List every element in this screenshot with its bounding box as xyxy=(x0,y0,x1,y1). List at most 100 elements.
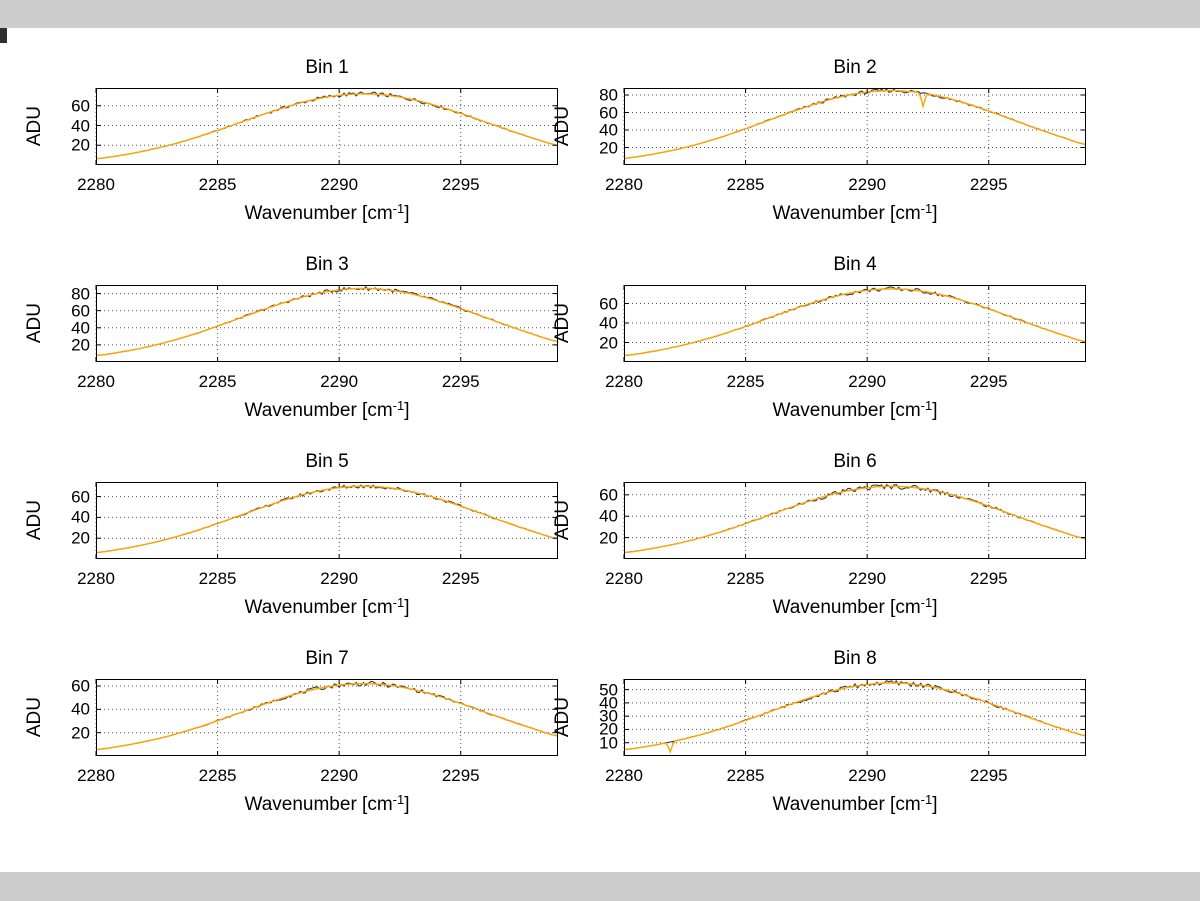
x-axis-label: Wavenumber [cm-1] xyxy=(96,398,558,422)
x-tick-label: 2290 xyxy=(848,175,887,194)
axis-border xyxy=(624,482,1086,559)
x-tick-label: 2285 xyxy=(198,766,237,785)
axis-border xyxy=(96,482,558,559)
x-tick-label: 2285 xyxy=(726,569,765,588)
axis-border xyxy=(624,285,1086,362)
x-axis-label-part: -1 xyxy=(392,792,405,807)
y-tick-label: 60 xyxy=(71,96,90,116)
x-tick-label: 2290 xyxy=(320,766,359,785)
x-axis-label-part: Wavenumber [cm xyxy=(244,794,393,815)
subplot-bin-8: Bin 8 ADU 10 20 30 40 50 2280 2285 2290 2295 Wavenu… xyxy=(552,648,1086,815)
y-axis-label-text: ADU xyxy=(552,303,573,344)
y-axis-label-text: ADU xyxy=(24,500,45,541)
plot-title: Bin 7 xyxy=(305,648,349,669)
x-tick-label: 2295 xyxy=(441,766,480,785)
x-tick-label: 2285 xyxy=(726,175,765,194)
x-axis-label-part: ] xyxy=(404,794,410,815)
measured-series xyxy=(624,680,1086,751)
corner-mark xyxy=(0,28,7,43)
x-tick-label: 2285 xyxy=(198,569,237,588)
x-axis-label-part: -1 xyxy=(920,792,933,807)
series-group xyxy=(96,484,558,554)
series-group xyxy=(624,483,1086,554)
x-tick-label: 2290 xyxy=(848,766,887,785)
y-tick-label: 20 xyxy=(71,528,90,548)
y-axis-label: ADU xyxy=(552,482,574,559)
x-tick-label: 2290 xyxy=(320,372,359,391)
x-axis-label-part: ] xyxy=(932,597,938,618)
window-top-bar xyxy=(0,0,1200,28)
plot-title: Bin 6 xyxy=(833,451,877,472)
plot-area xyxy=(95,482,558,559)
x-axis-label: Wavenumber [cm-1] xyxy=(624,792,1086,816)
grid-lines xyxy=(623,88,1086,165)
x-tick-label: 2295 xyxy=(441,569,480,588)
series-group xyxy=(624,680,1086,755)
y-axis-label-text: ADU xyxy=(24,697,45,738)
measured-series xyxy=(624,286,1086,357)
subplot-bin-7: Bin 7 ADU 20 40 60 2280 2285 2290 2295 Wavenumber… xyxy=(24,648,558,815)
axis-ticks xyxy=(623,88,1086,165)
x-tick-label: 2290 xyxy=(848,372,887,391)
axis-border xyxy=(96,88,558,165)
y-axis-label-text: ADU xyxy=(552,106,573,147)
series-group xyxy=(624,286,1086,357)
axis-border xyxy=(624,679,1086,756)
y-tick-label: 20 xyxy=(599,528,618,548)
x-tick-label: 2295 xyxy=(969,766,1008,785)
x-axis-label-part: ] xyxy=(932,794,938,815)
grid-lines xyxy=(95,679,558,756)
x-axis-label-part: -1 xyxy=(392,398,405,413)
x-tick-label: 2285 xyxy=(726,372,765,391)
axis-border xyxy=(624,88,1086,165)
y-tick-label: 20 xyxy=(599,138,618,157)
y-axis-label-text: ADU xyxy=(552,697,573,738)
x-axis-label-part: -1 xyxy=(392,201,405,216)
x-axis-label-part: Wavenumber [cm xyxy=(772,794,921,815)
plot-title: Bin 4 xyxy=(833,254,877,275)
y-axis-label-text: ADU xyxy=(552,500,573,541)
plot-title: Bin 5 xyxy=(305,451,349,472)
y-tick-label: 40 xyxy=(71,507,90,527)
x-axis-label-part: ] xyxy=(404,400,410,421)
y-tick-label: 10 xyxy=(599,733,618,753)
grid-lines xyxy=(95,88,558,165)
subplot-bin-2: Bin 2 ADU 20 40 60 80 2280 2285 2290 2295 Wavenumb… xyxy=(552,57,1086,224)
x-axis-label-part: -1 xyxy=(920,201,933,216)
subplot-bin-1: Bin 1 ADU 20 40 60 2280 2285 2290 2295 Wavenumber… xyxy=(24,57,558,224)
plot-title: Bin 2 xyxy=(833,57,877,78)
axis-ticks xyxy=(95,285,558,362)
x-tick-label: 2280 xyxy=(77,766,115,785)
plot-area xyxy=(623,285,1086,362)
y-axis-label: ADU xyxy=(552,88,574,165)
axis-ticks xyxy=(95,88,558,165)
x-tick-label: 2290 xyxy=(320,569,359,588)
fit-series xyxy=(624,288,1086,357)
x-axis-label: Wavenumber [cm-1] xyxy=(96,201,558,225)
measured-series xyxy=(96,680,558,751)
x-axis-label: Wavenumber [cm-1] xyxy=(624,398,1086,422)
subplot-bin-3: Bin 3 ADU 20 40 60 80 2280 2285 2290 2295 Wavenumb… xyxy=(24,254,558,421)
y-tick-label: 20 xyxy=(599,719,618,739)
x-tick-label: 2290 xyxy=(848,569,887,588)
x-tick-label: 2285 xyxy=(726,766,765,785)
y-tick-label: 40 xyxy=(599,120,618,140)
grid-lines xyxy=(623,482,1086,559)
x-axis-label-part: ] xyxy=(932,400,938,421)
x-tick-label: 2280 xyxy=(605,175,643,194)
y-axis-label: ADU xyxy=(24,285,46,362)
fit-series xyxy=(624,485,1086,554)
x-tick-label: 2280 xyxy=(77,175,115,194)
y-tick-label: 40 xyxy=(599,313,618,333)
y-tick-label: 20 xyxy=(71,723,90,743)
axis-border xyxy=(96,285,558,362)
x-tick-label: 2295 xyxy=(969,372,1008,391)
y-tick-label: 30 xyxy=(599,706,618,726)
grid-lines xyxy=(95,482,558,559)
x-axis-label-part: -1 xyxy=(920,398,933,413)
x-tick-label: 2280 xyxy=(77,569,115,588)
fit-series xyxy=(96,93,558,160)
x-axis-label-part: -1 xyxy=(392,595,405,610)
y-tick-label: 20 xyxy=(71,135,90,155)
series-group xyxy=(624,88,1086,159)
